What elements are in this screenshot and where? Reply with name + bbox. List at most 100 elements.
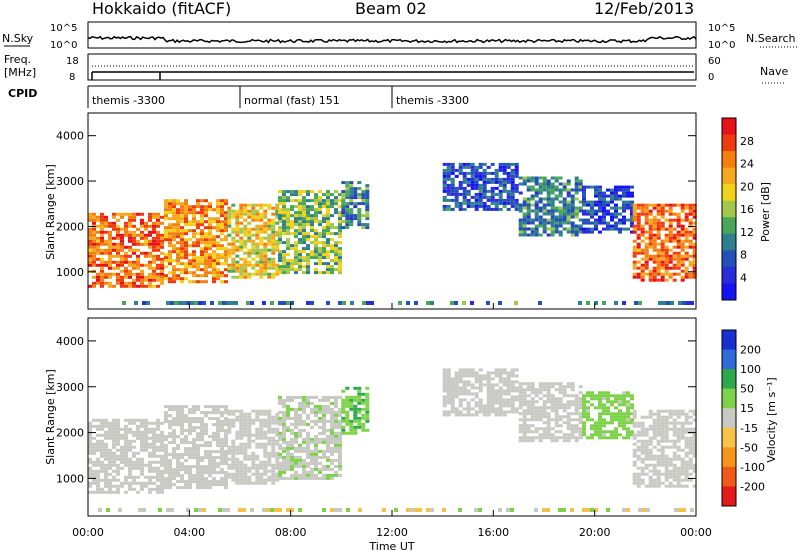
echo-cell — [267, 242, 272, 246]
echo-cell — [506, 386, 511, 390]
echo-cell — [239, 230, 244, 234]
echo-cell — [530, 439, 535, 443]
echo-cell — [286, 220, 290, 224]
echo-cell — [168, 432, 172, 436]
echo-cell — [271, 230, 276, 234]
echo-cell — [326, 226, 330, 230]
echo-cell — [200, 205, 204, 209]
echo-cell — [144, 254, 148, 258]
echo-cell — [322, 508, 326, 512]
echo-cell — [124, 430, 128, 434]
echo-cell — [204, 238, 208, 242]
echo-cell — [558, 388, 563, 392]
echo-cell — [286, 253, 290, 257]
echo-cell — [598, 203, 602, 207]
echo-cell — [220, 450, 224, 454]
echo-cell — [668, 457, 673, 461]
echo-cell — [286, 449, 290, 453]
echo-cell — [684, 439, 689, 443]
echo-cell — [282, 416, 286, 420]
echo-cell — [168, 471, 172, 475]
echo-cell — [632, 412, 637, 416]
echo-cell — [290, 226, 294, 230]
echo-cell — [664, 469, 669, 473]
echo-cell — [132, 460, 136, 464]
echo-cell — [630, 215, 634, 219]
echo-cell — [334, 208, 338, 212]
echo-cell — [212, 208, 216, 212]
echo-cell — [96, 481, 100, 485]
echo-cell — [306, 205, 310, 209]
echo-cell — [271, 218, 276, 222]
echo-cell — [538, 382, 543, 386]
echo-cell — [120, 436, 124, 440]
echo-cell — [220, 244, 224, 248]
echo-cell — [128, 469, 132, 473]
xaxis-tick-label: 00:00 — [72, 526, 104, 539]
echo-cell — [200, 456, 204, 460]
echo-cell — [652, 421, 657, 425]
echo-cell — [656, 472, 661, 476]
echo-cell — [562, 218, 567, 222]
echo-cell — [570, 436, 575, 440]
echo-cell — [594, 194, 598, 198]
echo-cell — [672, 430, 677, 434]
echo-cell — [170, 301, 174, 305]
echo-cell — [148, 481, 152, 485]
echo-cell — [546, 397, 551, 401]
echo-cell — [96, 278, 100, 282]
echo-cell — [518, 209, 523, 213]
echo-cell — [160, 460, 164, 464]
echo-cell — [92, 472, 96, 476]
echo-cell — [466, 198, 471, 202]
echo-cell — [152, 481, 156, 485]
echo-cell — [271, 251, 276, 255]
echo-cell — [200, 274, 204, 278]
echo-cell — [88, 484, 92, 488]
echo-cell — [526, 212, 531, 216]
echo-cell — [120, 281, 124, 285]
echo-cell — [298, 214, 302, 218]
echo-cell — [534, 203, 539, 207]
echo-cell — [184, 459, 188, 463]
echo-cell — [160, 433, 164, 437]
echo-cell — [586, 412, 590, 416]
power-cbar-swatch — [722, 167, 736, 185]
echo-cell — [227, 266, 232, 270]
echo-cell — [636, 472, 641, 476]
echo-cell — [526, 179, 531, 183]
echo-cell — [626, 406, 630, 410]
echo-cell — [294, 244, 298, 248]
echo-cell — [606, 391, 610, 395]
echo-cell — [188, 453, 192, 457]
echo-cell — [594, 212, 598, 216]
echo-cell — [640, 466, 645, 470]
echo-cell — [278, 398, 282, 402]
echo-cell — [282, 262, 286, 266]
echo-cell — [618, 230, 622, 234]
echo-cell — [172, 405, 176, 409]
echo-cell — [318, 404, 322, 408]
echo-cell — [680, 457, 685, 461]
echo-cell — [518, 424, 523, 428]
echo-cell — [630, 394, 634, 398]
echo-cell — [546, 200, 551, 204]
echo-cell — [278, 190, 282, 194]
echo-cell — [204, 205, 208, 209]
echo-cell — [204, 483, 208, 487]
echo-cell — [598, 397, 602, 401]
echo-cell — [330, 508, 334, 512]
echo-cell — [566, 200, 571, 204]
echo-cell — [247, 442, 252, 446]
echo-cell — [349, 401, 354, 405]
echo-cell — [566, 400, 571, 404]
echo-cell — [349, 220, 354, 224]
echo-cell — [156, 424, 160, 428]
echo-cell — [251, 248, 256, 252]
echo-cell — [148, 233, 152, 237]
echo-cell — [192, 450, 196, 454]
echo-cell — [644, 272, 649, 276]
echo-cell — [446, 171, 451, 175]
echo-cell — [152, 212, 156, 216]
echo-cell — [136, 460, 140, 464]
